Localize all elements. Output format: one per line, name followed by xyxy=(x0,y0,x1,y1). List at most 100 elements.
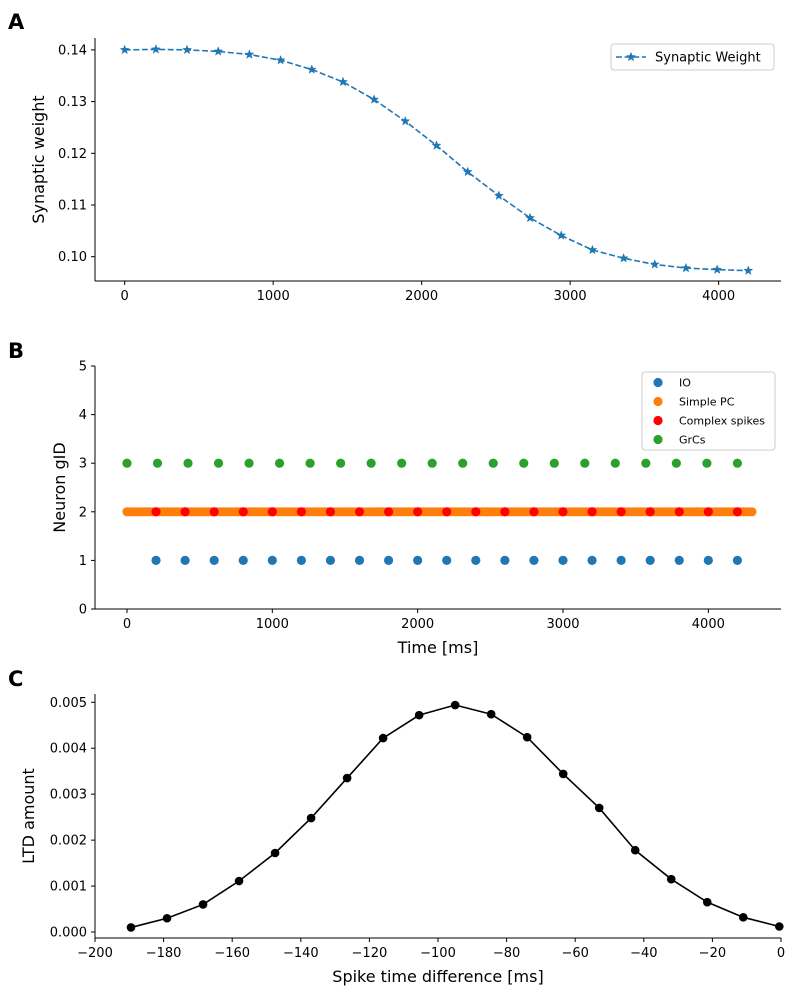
synaptic-weight-star-point xyxy=(213,46,224,56)
x-tick-label: −60 xyxy=(561,946,588,961)
complex-spikes-point xyxy=(413,507,423,517)
io-point xyxy=(471,555,481,566)
synaptic-weight-star-point xyxy=(337,76,349,87)
legend-swatch-simple-pc xyxy=(653,396,663,407)
ltd-point xyxy=(126,923,136,932)
ltd-point xyxy=(738,913,748,922)
complex-spikes-point xyxy=(267,507,277,517)
complex-spikes-point xyxy=(471,507,481,517)
io-point xyxy=(413,555,423,566)
synaptic-weight-star-point xyxy=(431,140,442,150)
legend-swatch-grcs xyxy=(653,434,663,445)
y-tick-label: 0.13 xyxy=(58,95,87,110)
x-tick-label: −160 xyxy=(214,946,250,961)
complex-spikes-point xyxy=(238,507,248,517)
legend-frame xyxy=(610,43,775,71)
synaptic-weight-star-point xyxy=(244,49,255,59)
complex-spikes-point xyxy=(529,507,539,517)
y-tick-label: 3 xyxy=(79,457,87,472)
io-point xyxy=(732,555,743,566)
grcs-point xyxy=(397,458,407,468)
synaptic-weight-star-point xyxy=(524,212,536,223)
ltd-point xyxy=(558,769,568,779)
io-point xyxy=(529,555,539,566)
x-tick-label: −100 xyxy=(420,946,456,961)
simple-pc-point xyxy=(747,507,757,517)
io-point xyxy=(383,555,394,566)
ltd-point xyxy=(666,874,676,884)
x-tick-label: −140 xyxy=(283,946,319,961)
grcs-point xyxy=(152,458,163,468)
synaptic-weight-star-point xyxy=(680,262,692,273)
io-point xyxy=(325,555,336,566)
ltd-point xyxy=(234,876,244,886)
grcs-point xyxy=(458,458,468,468)
y-tick-label: 0.004 xyxy=(50,742,87,757)
y-tick-label: 1 xyxy=(79,554,87,569)
io-point xyxy=(500,555,510,566)
legend-swatch-complex-spikes xyxy=(653,415,663,426)
complex-spikes-point xyxy=(180,507,190,517)
io-point xyxy=(703,555,713,566)
legend-label-complex-spikes: Complex spikes xyxy=(679,415,765,428)
x-tick-label: −120 xyxy=(352,946,388,961)
synaptic-weight-star-point xyxy=(306,64,317,74)
x-tick-label: −80 xyxy=(493,946,520,961)
synaptic-weight-star-point xyxy=(181,44,193,55)
io-point xyxy=(616,555,626,566)
x-tick-label: −200 xyxy=(77,946,113,961)
grcs-point xyxy=(549,458,559,468)
complex-spikes-point xyxy=(587,507,597,517)
x-axis-label: Time [ms] xyxy=(397,638,479,657)
x-tick-label: 1000 xyxy=(257,289,290,304)
complex-spikes-point xyxy=(325,507,336,517)
x-tick-label: 2000 xyxy=(401,617,434,632)
grcs-point xyxy=(427,458,437,468)
synaptic-weight-star-point xyxy=(712,264,723,274)
ltd-point xyxy=(486,709,496,719)
io-point xyxy=(674,555,684,566)
x-tick-label: 1000 xyxy=(256,617,289,632)
ltd-line xyxy=(130,704,780,929)
io-point xyxy=(267,555,277,566)
x-tick-label: 0 xyxy=(777,946,785,961)
x-tick-label: 0 xyxy=(121,289,129,304)
grcs-point xyxy=(519,458,529,468)
complex-spikes-point xyxy=(645,507,655,517)
grcs-point xyxy=(305,458,315,468)
complex-spikes-point xyxy=(383,507,394,517)
grcs-point xyxy=(610,458,620,468)
synaptic-weight-star-point xyxy=(369,94,380,104)
ltd-point xyxy=(630,845,640,855)
grcs-point xyxy=(702,458,712,468)
panel-a-synaptic-weight-chart: 0 1000 2000 3000 4000 0.10 0.11 0.12 0.13 0.14 Syn… xyxy=(29,38,781,304)
io-point xyxy=(151,555,161,566)
grcs-point xyxy=(213,458,224,468)
y-tick-label: 0.005 xyxy=(50,696,87,711)
ltd-point xyxy=(306,813,316,823)
synaptic-weight-line xyxy=(124,48,749,272)
panel-b-raster-chart: 0 1000 2000 3000 4000 0 1 2 3 4 5 Time [ms] Neuron g… xyxy=(50,360,781,657)
synaptic-weight-star-point xyxy=(649,259,660,269)
legend-star-swatch xyxy=(625,51,637,62)
legend-label-io: IO xyxy=(679,377,691,390)
grcs-point xyxy=(183,458,193,468)
y-tick-label: 0.10 xyxy=(58,250,87,265)
y-tick-label: 0.001 xyxy=(50,880,87,895)
y-tick-label: 0 xyxy=(79,603,87,618)
legend-frame xyxy=(641,371,776,451)
y-tick-label: 0.12 xyxy=(58,147,87,162)
x-tick-label: 4000 xyxy=(692,617,725,632)
y-tick-label: 0.000 xyxy=(50,926,87,941)
ltd-point xyxy=(198,900,208,909)
x-tick-label: −40 xyxy=(630,946,657,961)
y-tick-label: 0.003 xyxy=(50,788,87,803)
x-tick-label: 3000 xyxy=(546,617,579,632)
io-point xyxy=(354,555,365,566)
y-axis-label: Neuron gID xyxy=(50,442,69,532)
io-point xyxy=(296,555,306,566)
legend-label-simple-pc: Simple PC xyxy=(679,396,735,409)
grcs-point xyxy=(580,458,590,468)
complex-spikes-point xyxy=(442,507,452,517)
